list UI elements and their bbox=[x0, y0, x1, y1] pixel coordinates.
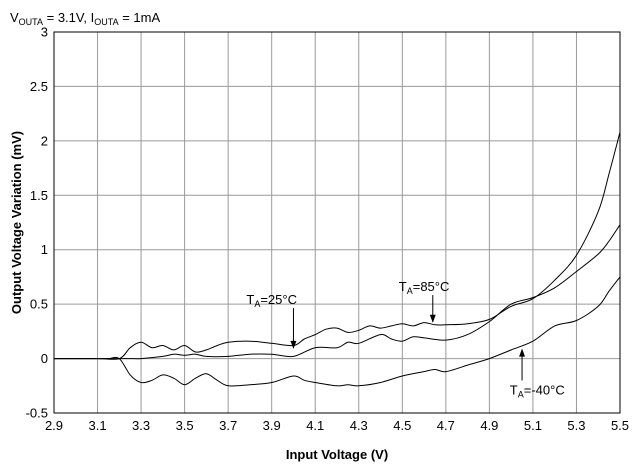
series-line-2 bbox=[54, 224, 621, 360]
x-tick-label: 5.1 bbox=[524, 418, 542, 433]
x-tick-label: 3.3 bbox=[132, 418, 150, 433]
x-tick-label: 4.9 bbox=[480, 418, 498, 433]
x-tick-label: 2.9 bbox=[45, 418, 63, 433]
x-tick-label: 5.3 bbox=[567, 418, 585, 433]
x-tick-label: 3.9 bbox=[263, 418, 281, 433]
x-tick-label: 5.5 bbox=[611, 418, 629, 433]
x-tick-label: 3.7 bbox=[219, 418, 237, 433]
x-tick-label: 4.3 bbox=[350, 418, 368, 433]
y-tick-label: 0 bbox=[41, 351, 48, 366]
y-axis-label: Output Voltage Variation (mV) bbox=[9, 131, 24, 314]
series-line-1 bbox=[54, 131, 621, 360]
x-tick-label: 4.5 bbox=[393, 418, 411, 433]
x-tick-label: 4.7 bbox=[437, 418, 455, 433]
x-axis-label: Input Voltage (V) bbox=[286, 447, 388, 462]
y-tick-label: 2 bbox=[41, 133, 48, 148]
annotation-label: TA=25°C bbox=[246, 292, 297, 309]
annotation-arrowhead bbox=[290, 340, 297, 349]
y-tick-label: 0.5 bbox=[30, 297, 48, 312]
annotation-label: TA=85°C bbox=[399, 279, 450, 296]
series-line-3 bbox=[54, 276, 621, 387]
test-condition: VOUTA = 3.1V, IOUTA = 1mA bbox=[10, 10, 160, 27]
plot-frame bbox=[53, 31, 621, 414]
y-tick-label: 1 bbox=[41, 242, 48, 257]
x-tick-label: 4.1 bbox=[306, 418, 324, 433]
annotations: TA=25°C TA=85°C TA=-40°C bbox=[246, 279, 564, 399]
y-tick-label: -0.5 bbox=[26, 406, 48, 421]
x-tick-label: 3.1 bbox=[88, 418, 106, 433]
y-tick-label: 1.5 bbox=[30, 188, 48, 203]
annotation-label: TA=-40°C bbox=[510, 382, 565, 399]
x-tick-label: 3.5 bbox=[176, 418, 194, 433]
y-tick-label: 3 bbox=[41, 25, 48, 40]
y-tick-label: 2.5 bbox=[30, 79, 48, 94]
tick-labels: 2.9 3.1 3.3 3.5 3.7 3.9 4.1 4.3 4.5 4.7 4.9 5.1 5.3 5… bbox=[26, 25, 629, 434]
annotation-arrowhead bbox=[519, 348, 526, 357]
annotation-arrowhead bbox=[429, 314, 436, 323]
series-lines bbox=[54, 131, 621, 387]
grid bbox=[53, 31, 621, 414]
